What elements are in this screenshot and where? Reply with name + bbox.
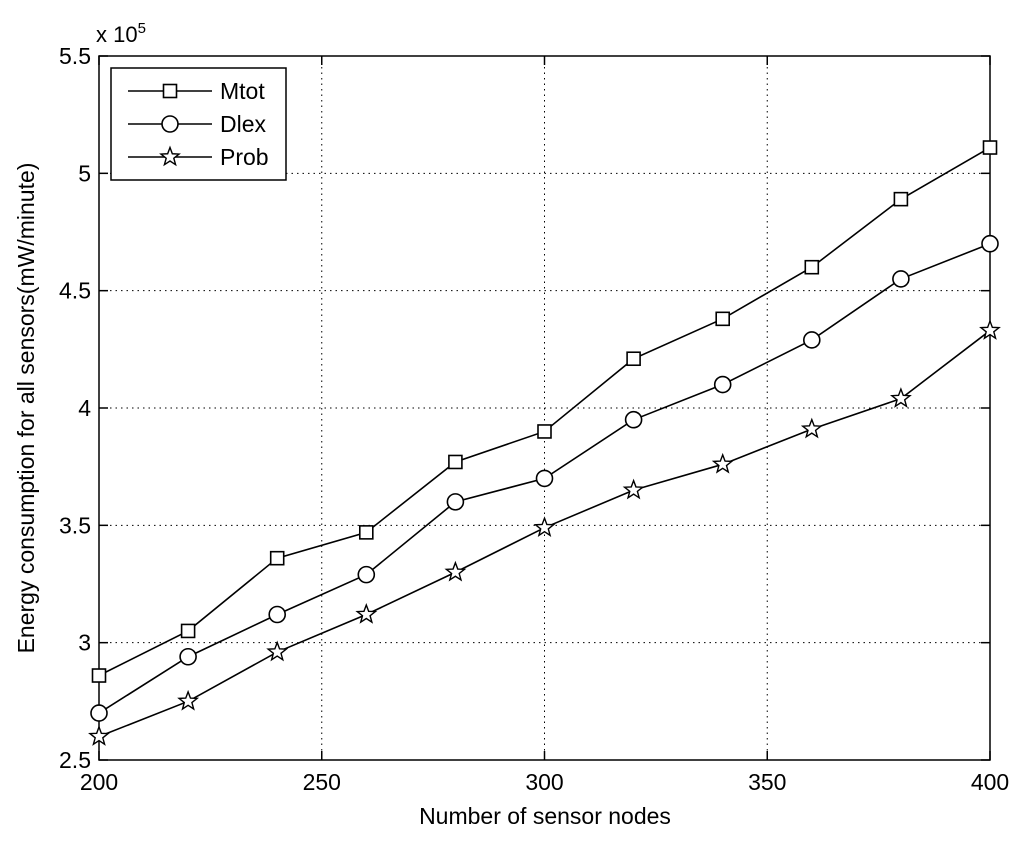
data-point-dlex [446,493,465,511]
series-mtot [91,140,998,683]
data-point-prob [177,689,200,711]
data-point-mtot [180,623,196,639]
y-tick-label: 4.5 [59,278,91,304]
data-point-dlex [268,605,287,624]
data-point-mtot [448,454,463,470]
data-point-dlex [713,375,732,394]
legend-marker [161,115,179,133]
legend-item-mtot: Mtot [128,78,265,104]
data-point-prob [355,603,378,624]
data-point-dlex [624,410,643,429]
data-point-prob [889,387,912,408]
data-point-mtot [982,140,998,155]
data-point-dlex [892,270,910,288]
series-group [88,140,1001,746]
y-axis-label: Energy consumption for all sensors(mW/mi… [13,163,39,654]
x-tick-label: 350 [748,769,786,795]
y-tick-label: 4 [78,395,91,421]
x-tick-label: 400 [971,769,1009,795]
series-line-prob [98,329,991,738]
legend-label: Mtot [220,78,265,104]
data-point-prob [88,725,110,746]
data-point-mtot [269,550,285,566]
data-point-prob [444,560,467,582]
data-point-dlex [90,704,108,722]
data-point-dlex [179,647,197,666]
data-point-prob [800,417,823,439]
data-point-dlex [981,234,999,253]
legend-label: Prob [220,144,269,170]
x-tick-label: 250 [303,769,341,795]
data-point-dlex [357,565,376,584]
data-point-prob [711,452,734,474]
x-axis-label: Number of sensor nodes [419,803,671,829]
legend: Mtot Dlex Prob [110,67,287,181]
data-point-prob [533,516,556,537]
data-point-prob [622,478,645,500]
y-exponent-label: x 105 [96,20,146,47]
data-point-dlex [802,331,821,349]
y-tick-label: 5 [78,160,91,186]
axis-ticks: 200 250 300 350 400 2.5 3 3.5 4 4.5 5 5.5 [59,43,1009,795]
data-point-prob [979,319,1001,340]
data-point-mtot [715,311,731,327]
y-tick-label: 3.5 [59,512,91,538]
data-point-dlex [535,469,554,488]
data-point-mtot [358,525,374,540]
y-tick-label: 2.5 [59,747,91,773]
data-point-prob [266,640,289,662]
data-point-mtot [537,424,552,439]
data-point-mtot [893,191,909,207]
legend-label: Dlex [220,111,267,137]
legend-item-prob: Prob [128,144,269,170]
data-point-mtot [626,351,641,367]
y-tick-label: 5.5 [59,43,91,69]
data-point-mtot [91,668,107,683]
series-dlex [90,234,999,722]
legend-item-dlex: Dlex [128,111,267,137]
legend-marker [159,145,181,167]
y-tick-label: 3 [78,630,91,656]
series-prob [88,319,1001,746]
legend-marker [162,83,178,99]
x-tick-label: 200 [80,769,118,795]
x-tick-label: 300 [525,769,563,795]
data-point-mtot [804,259,820,275]
